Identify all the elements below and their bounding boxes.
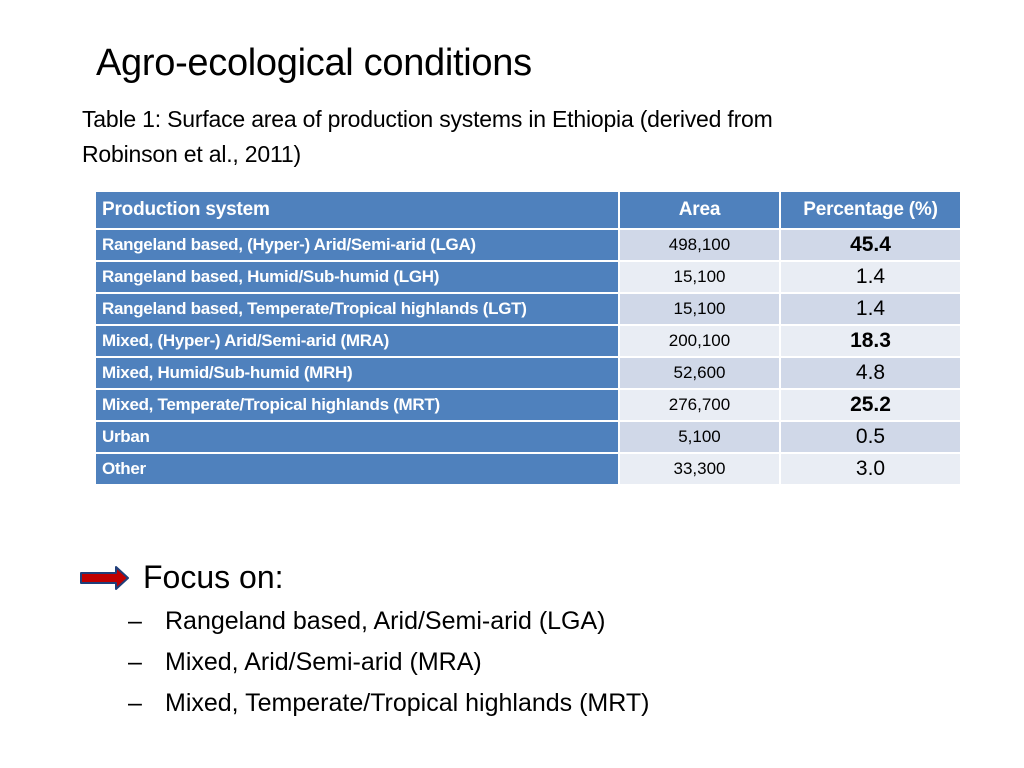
- table-row: Mixed, Temperate/Tropical highlands (MRT…: [94, 388, 962, 422]
- header-area: Area: [618, 190, 781, 230]
- table-caption-line-1: Table 1: Surface area of production syst…: [82, 106, 773, 132]
- cell-area: 5,100: [618, 420, 781, 454]
- cell-area: 276,700: [618, 388, 781, 422]
- cell-production-system: Mixed, Temperate/Tropical highlands (MRT…: [94, 388, 620, 422]
- cell-area: 498,100: [618, 228, 781, 262]
- production-systems-table: Production system Area Percentage (%) Ra…: [94, 190, 962, 486]
- cell-percentage: 4.8: [779, 356, 962, 390]
- focus-list: – Rangeland based, Arid/Semi-arid (LGA) …: [128, 601, 649, 724]
- table-row: Mixed, (Hyper-) Arid/Semi-arid (MRA) 200…: [94, 324, 962, 358]
- table-row: Urban 5,100 0.5: [94, 420, 962, 454]
- slide-title: Agro-ecological conditions: [96, 42, 532, 84]
- header-percentage: Percentage (%): [779, 190, 962, 230]
- table-caption: Table 1: Surface area of production syst…: [82, 102, 942, 172]
- header-production-system: Production system: [94, 190, 620, 230]
- cell-area: 200,100: [618, 324, 781, 358]
- cell-production-system: Mixed, (Hyper-) Arid/Semi-arid (MRA): [94, 324, 620, 358]
- table-row: Mixed, Humid/Sub-humid (MRH) 52,600 4.8: [94, 356, 962, 390]
- cell-production-system: Rangeland based, Humid/Sub-humid (LGH): [94, 260, 620, 294]
- arrow-right-icon: [80, 566, 129, 590]
- cell-area: 15,100: [618, 292, 781, 326]
- focus-item-mra: – Mixed, Arid/Semi-arid (MRA): [128, 642, 649, 683]
- cell-production-system: Rangeland based, (Hyper-) Arid/Semi-arid…: [94, 228, 620, 262]
- cell-percentage: 18.3: [779, 324, 962, 358]
- table-row: Rangeland based, (Hyper-) Arid/Semi-arid…: [94, 228, 962, 262]
- table-header-row: Production system Area Percentage (%): [94, 190, 962, 230]
- cell-production-system: Urban: [94, 420, 620, 454]
- cell-production-system: Mixed, Humid/Sub-humid (MRH): [94, 356, 620, 390]
- table-row: Other 33,300 3.0: [94, 452, 962, 486]
- cell-percentage: 1.4: [779, 260, 962, 294]
- focus-item-label: Rangeland based, Arid/Semi-arid (LGA): [165, 607, 606, 635]
- cell-area: 52,600: [618, 356, 781, 390]
- bullet-dash: –: [128, 607, 142, 635]
- focus-item-mrt: – Mixed, Temperate/Tropical highlands (M…: [128, 683, 649, 724]
- table-caption-line-2: Robinson et al., 2011): [82, 141, 301, 167]
- cell-percentage: 25.2: [779, 388, 962, 422]
- focus-item-label: Mixed, Arid/Semi-arid (MRA): [165, 648, 482, 676]
- bullet-dash: –: [128, 648, 142, 676]
- cell-production-system: Rangeland based, Temperate/Tropical high…: [94, 292, 620, 326]
- focus-item-label: Mixed, Temperate/Tropical highlands (MRT…: [165, 689, 650, 717]
- focus-item-lga: – Rangeland based, Arid/Semi-arid (LGA): [128, 601, 649, 642]
- focus-section: Focus on: – Rangeland based, Arid/Semi-a…: [80, 555, 980, 717]
- cell-area: 33,300: [618, 452, 781, 486]
- cell-percentage: 3.0: [779, 452, 962, 486]
- cell-area: 15,100: [618, 260, 781, 294]
- cell-production-system: Other: [94, 452, 620, 486]
- table-row: Rangeland based, Temperate/Tropical high…: [94, 292, 962, 326]
- cell-percentage: 0.5: [779, 420, 962, 454]
- table-row: Rangeland based, Humid/Sub-humid (LGH) 1…: [94, 260, 962, 294]
- cell-percentage: 45.4: [779, 228, 962, 262]
- cell-percentage: 1.4: [779, 292, 962, 326]
- focus-label: Focus on:: [143, 559, 284, 595]
- bullet-dash: –: [128, 689, 142, 717]
